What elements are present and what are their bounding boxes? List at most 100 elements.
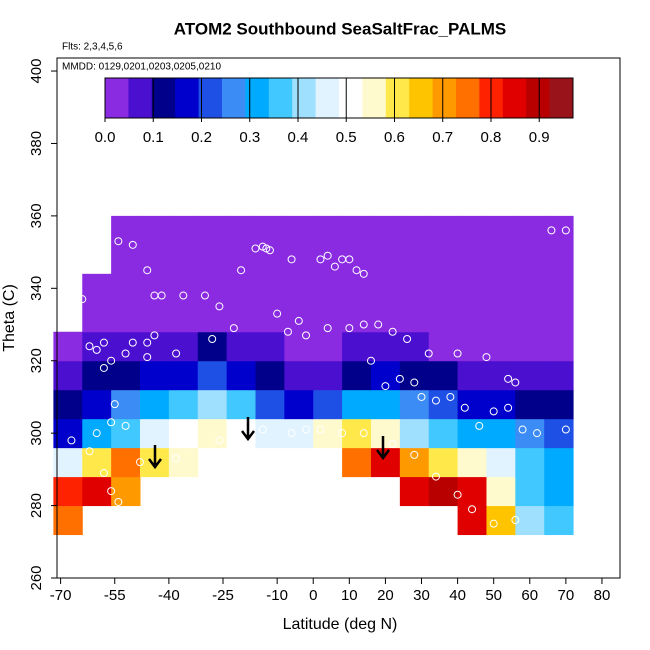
sample-point: [107, 356, 116, 365]
sample-point: [265, 246, 274, 255]
arrow: [241, 417, 255, 442]
heat-cell: [82, 389, 112, 420]
heat-cell: [515, 302, 545, 333]
heat-cell: [111, 476, 141, 507]
heat-cell: [370, 447, 401, 478]
heat-cell: [457, 273, 487, 304]
heat-cell: [457, 389, 487, 420]
colorbar-swatch: [268, 78, 293, 118]
sample-point: [143, 353, 152, 362]
sample-point: [381, 382, 390, 391]
sample-point: [150, 331, 159, 340]
sample-point: [410, 378, 419, 387]
heat-cell: [515, 360, 545, 391]
heat-cell: [342, 447, 372, 478]
heat-cell: [457, 418, 487, 449]
sample-point: [302, 425, 311, 434]
heat-cell: [82, 273, 112, 304]
sample-point: [547, 226, 556, 235]
sample-point: [338, 429, 347, 438]
heat-cell: [342, 360, 372, 391]
heat-cell: [111, 447, 141, 478]
sample-point: [323, 251, 332, 260]
x-tick-label: -55: [104, 587, 126, 604]
sample-point: [511, 378, 520, 387]
heat-cell: [342, 244, 372, 275]
sample-point: [294, 316, 303, 325]
sample-point: [475, 421, 484, 430]
heat-cell: [457, 447, 487, 478]
heat-cell: [53, 476, 83, 507]
y-tick-label: 400: [28, 59, 45, 84]
heat-cell: [197, 389, 228, 420]
heat-cell: [486, 389, 516, 420]
colorbar-tick-label: 0.7: [432, 129, 453, 146]
heat-cell: [255, 331, 285, 362]
heat-cell: [53, 447, 83, 478]
x-tick-label: 10: [341, 587, 358, 604]
heat-cell: [226, 331, 256, 362]
heat-cell: [284, 215, 314, 246]
sample-point: [453, 490, 462, 499]
heat-cell: [82, 360, 112, 391]
y-tick-label: 320: [28, 348, 45, 373]
heat-cell: [428, 389, 459, 420]
heat-cell: [428, 447, 459, 478]
heat-cell: [544, 302, 574, 333]
heat-cell: [370, 244, 401, 275]
heat-cell: [197, 360, 228, 391]
sample-point: [110, 400, 119, 409]
x-tick-label: 0: [309, 587, 317, 604]
heat-cell: [313, 331, 343, 362]
sample-point: [287, 429, 296, 438]
x-tick-label: 40: [449, 587, 466, 604]
heat-cell: [457, 360, 487, 391]
sample-point: [345, 255, 354, 264]
colorbar-swatch: [128, 78, 153, 118]
sample-point: [251, 244, 260, 253]
sample-point: [453, 349, 462, 358]
heat-cell: [486, 447, 516, 478]
heat-cell: [140, 331, 170, 362]
sample-point: [114, 497, 123, 506]
heat-cell: [111, 418, 141, 449]
plot-area: [53, 215, 574, 536]
sample-point: [143, 266, 152, 275]
heat-cell: [284, 360, 314, 391]
heat-cell: [515, 418, 545, 449]
heat-cell: [284, 273, 314, 304]
colorbar-tick-label: 0.6: [384, 129, 405, 146]
heat-cell: [140, 244, 170, 275]
sample-point: [128, 240, 137, 249]
sample-point: [489, 407, 498, 416]
sample-point: [431, 472, 440, 481]
heat-cell: [313, 389, 343, 420]
heat-cell: [399, 418, 430, 449]
heat-cell: [82, 447, 112, 478]
y-tick-label: 380: [28, 131, 45, 156]
sample-point: [85, 342, 94, 351]
colorbar-swatch: [362, 78, 387, 118]
heat-cell: [82, 302, 112, 333]
heat-cell: [342, 331, 372, 362]
heat-cell: [168, 418, 199, 449]
sample-point: [468, 505, 477, 514]
x-tick-label: 50: [485, 587, 502, 604]
colorbar-swatch: [175, 78, 200, 118]
sample-point: [482, 353, 491, 362]
sample-point: [215, 302, 224, 311]
sample-point: [172, 454, 181, 463]
sample-point: [561, 226, 570, 235]
colorbar-swatch: [409, 78, 434, 118]
heat-cell: [428, 476, 459, 507]
sample-point: [532, 429, 541, 438]
sample-point: [518, 425, 527, 434]
sample-point: [273, 309, 282, 318]
sample-point: [417, 392, 426, 401]
sample-point: [237, 266, 246, 275]
heat-cell: [255, 302, 285, 333]
heat-cell: [457, 302, 487, 333]
heat-cell: [313, 273, 343, 304]
sample-point: [157, 291, 166, 300]
heat-cell: [140, 389, 170, 420]
